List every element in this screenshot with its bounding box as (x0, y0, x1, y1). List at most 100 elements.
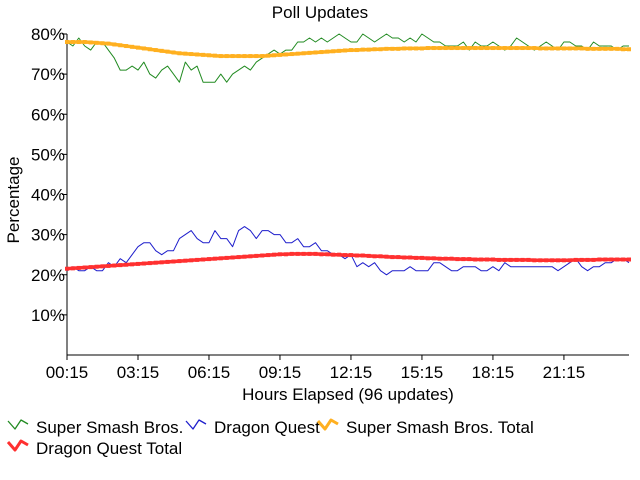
data-point (597, 257, 602, 262)
data-point (514, 46, 519, 51)
data-point (100, 41, 105, 46)
data-point (70, 266, 75, 271)
data-point (277, 52, 282, 57)
data-point (254, 253, 259, 258)
data-point (437, 46, 442, 51)
legend-swatch (7, 419, 29, 430)
data-point (550, 46, 555, 51)
data-point (260, 253, 265, 258)
data-point (443, 46, 448, 51)
data-point (82, 40, 87, 45)
x-tick-label: 06:15 (188, 363, 231, 382)
data-point (201, 257, 206, 262)
data-point (473, 46, 478, 51)
data-point (573, 46, 578, 51)
data-point (449, 256, 454, 261)
y-axis-label: Percentage (4, 157, 23, 244)
data-point (490, 257, 495, 262)
data-point (532, 46, 537, 51)
data-point (414, 46, 419, 51)
data-point (307, 50, 312, 55)
data-point (520, 46, 525, 51)
data-point (307, 251, 312, 256)
data-point (272, 53, 277, 58)
data-point (106, 263, 111, 268)
data-point (496, 46, 501, 51)
data-point (366, 253, 371, 258)
data-point (384, 46, 389, 51)
data-point (283, 252, 288, 257)
data-point (112, 263, 117, 268)
data-point (508, 46, 513, 51)
data-point (124, 44, 129, 49)
data-point (153, 260, 158, 265)
data-point (165, 259, 170, 264)
data-point (502, 46, 507, 51)
data-point (561, 46, 566, 51)
data-point (538, 46, 543, 51)
data-point (621, 257, 626, 262)
data-point (621, 47, 626, 52)
data-point (485, 46, 490, 51)
x-tick-label: 15:15 (401, 363, 444, 382)
data-point (130, 44, 135, 49)
data-point (526, 257, 531, 262)
data-point (337, 252, 342, 257)
data-point (567, 46, 572, 51)
data-point (390, 255, 395, 260)
data-point (455, 46, 460, 51)
chart-title: Poll Updates (272, 3, 368, 22)
data-point (603, 46, 608, 51)
data-point (390, 46, 395, 51)
data-point (556, 46, 561, 51)
data-point (159, 48, 164, 53)
data-point (189, 258, 194, 263)
data-point (354, 253, 359, 258)
data-point (135, 45, 140, 50)
data-point (171, 50, 176, 55)
x-tick-label: 09:15 (259, 363, 302, 382)
data-point (260, 54, 265, 59)
data-point (556, 258, 561, 263)
data-point (502, 257, 507, 262)
data-point (585, 257, 590, 262)
series-super-smash-bros (66, 33, 629, 83)
data-point (313, 251, 318, 256)
y-axis-ticks: 10% 20% 30% 40% 50% 60% 70% 80% (31, 25, 67, 325)
data-point (135, 261, 140, 266)
data-point (514, 257, 519, 262)
data-point (218, 256, 223, 261)
data-point (212, 256, 217, 261)
data-point (579, 257, 584, 262)
data-point (378, 254, 383, 259)
data-point (230, 54, 235, 59)
data-point (485, 257, 490, 262)
data-point (201, 52, 206, 57)
data-point (277, 252, 282, 257)
data-point (94, 264, 99, 269)
data-point (177, 51, 182, 56)
data-point (544, 46, 549, 51)
data-point (118, 43, 123, 48)
data-point (520, 257, 525, 262)
data-point (248, 54, 253, 59)
data-point (118, 263, 123, 268)
data-point (189, 52, 194, 57)
data-point (331, 49, 336, 54)
x-tick-label: 00:15 (46, 363, 89, 382)
data-point (295, 251, 300, 256)
data-point (561, 258, 566, 263)
data-point (378, 47, 383, 52)
legend-label: Dragon Quest (214, 418, 320, 437)
data-point (402, 255, 407, 260)
data-point (591, 46, 596, 51)
data-point (65, 266, 69, 271)
legend-item: Super Smash Bros. Total (316, 418, 534, 437)
data-point (224, 255, 229, 260)
data-point (508, 257, 513, 262)
data-point (337, 48, 342, 53)
data-point (591, 257, 596, 262)
legend-swatch (6, 439, 29, 452)
data-point (212, 53, 217, 58)
